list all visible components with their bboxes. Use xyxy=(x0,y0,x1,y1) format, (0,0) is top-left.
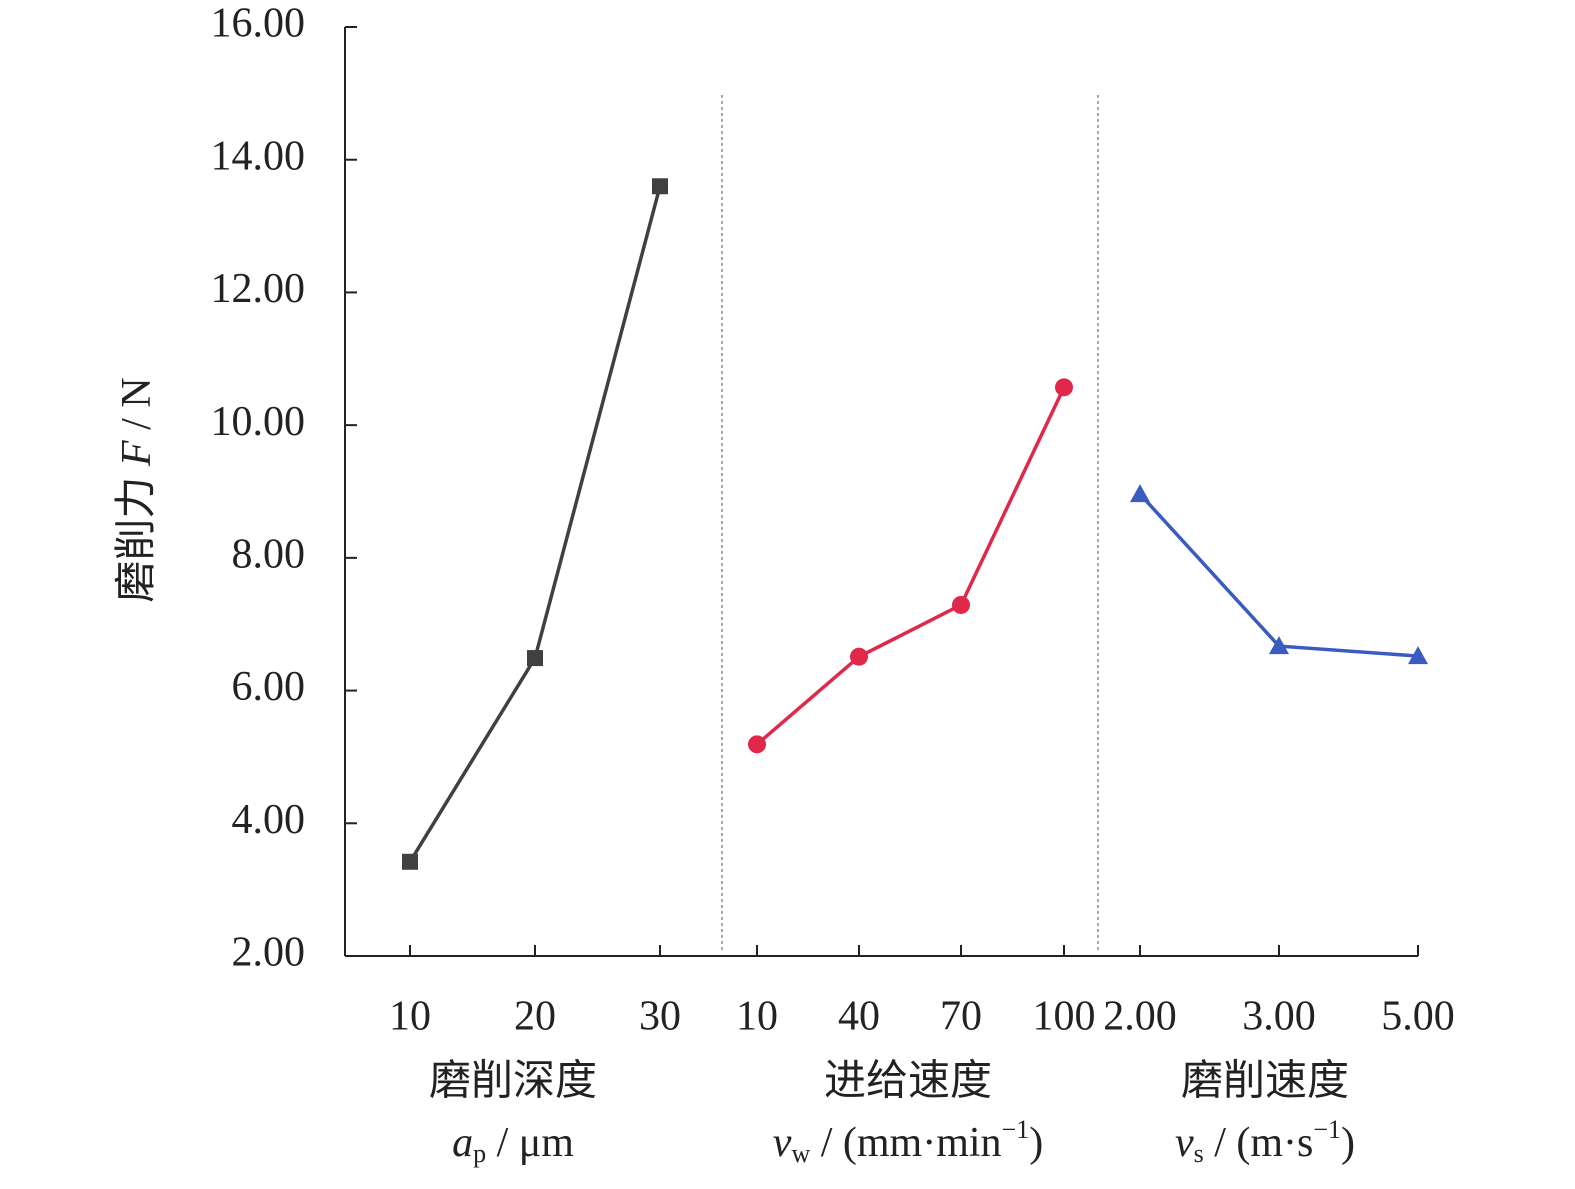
marker xyxy=(1269,636,1289,655)
x-tick-label: 3.00 xyxy=(1242,994,1316,1040)
marker xyxy=(952,595,970,614)
y-tick-label: 12.00 xyxy=(211,266,306,312)
x-tick-label: 40 xyxy=(838,994,880,1040)
group-unit-part: a xyxy=(452,1120,473,1166)
group-unit: vw / (mm·min−1) xyxy=(773,1115,1043,1168)
marker xyxy=(748,735,766,754)
x-tick-label: 70 xyxy=(940,994,982,1040)
group-unit-part: −1 xyxy=(1002,1115,1030,1144)
series-line xyxy=(408,185,662,863)
x-tick-label: 2.00 xyxy=(1103,994,1177,1040)
x-tick-label: 30 xyxy=(639,994,681,1040)
x-tick-label: 5.00 xyxy=(1381,994,1455,1040)
marker xyxy=(850,647,868,666)
group-unit: ap / μm xyxy=(452,1120,574,1168)
group-unit-part: / μm xyxy=(486,1120,574,1166)
y-axis-label-part: / N xyxy=(114,377,160,440)
y-tick-label: 8.00 xyxy=(232,531,306,577)
group-label: 进给速度 xyxy=(824,1059,992,1105)
group-unit-part: v xyxy=(1175,1120,1194,1166)
x-tick-label: 10 xyxy=(389,994,431,1040)
group-unit-part: p xyxy=(473,1139,486,1168)
group-unit-part: s xyxy=(1194,1139,1204,1168)
group-unit-part: / (mm·min xyxy=(810,1120,1001,1166)
group-unit-part: −1 xyxy=(1313,1115,1341,1144)
group-unit-part: ) xyxy=(1029,1120,1043,1166)
y-axis-label-part: 磨削力 xyxy=(114,466,160,603)
group-unit: vs / (m·s−1) xyxy=(1175,1115,1355,1168)
series-line xyxy=(755,386,1066,746)
series-line xyxy=(1138,492,1419,658)
group-unit-part: / (m·s xyxy=(1204,1120,1314,1166)
group-label: 磨削速度 xyxy=(1181,1059,1349,1105)
y-tick-label: 4.00 xyxy=(232,797,306,843)
y-tick-label: 10.00 xyxy=(211,399,306,445)
y-tick-label: 16.00 xyxy=(211,1,306,47)
y-axis-label: 磨削力 F / N xyxy=(114,377,160,602)
group-unit-part: w xyxy=(791,1139,810,1168)
marker xyxy=(1130,484,1150,503)
y-tick-label: 2.00 xyxy=(232,930,306,976)
marker xyxy=(1055,378,1073,397)
marker xyxy=(527,650,543,667)
group-label: 磨削深度 xyxy=(429,1059,597,1105)
y-axis-label-part: F xyxy=(114,440,160,467)
marker xyxy=(1408,646,1428,665)
x-tick-label: 100 xyxy=(1033,994,1096,1040)
x-tick-label: 20 xyxy=(514,994,556,1040)
group-unit-part: ) xyxy=(1341,1120,1355,1166)
marker xyxy=(402,853,418,870)
x-tick-label: 10 xyxy=(736,994,778,1040)
marker xyxy=(652,178,668,195)
y-tick-label: 6.00 xyxy=(232,664,306,710)
group-unit-part: v xyxy=(773,1120,792,1166)
y-tick-label: 14.00 xyxy=(211,133,306,179)
